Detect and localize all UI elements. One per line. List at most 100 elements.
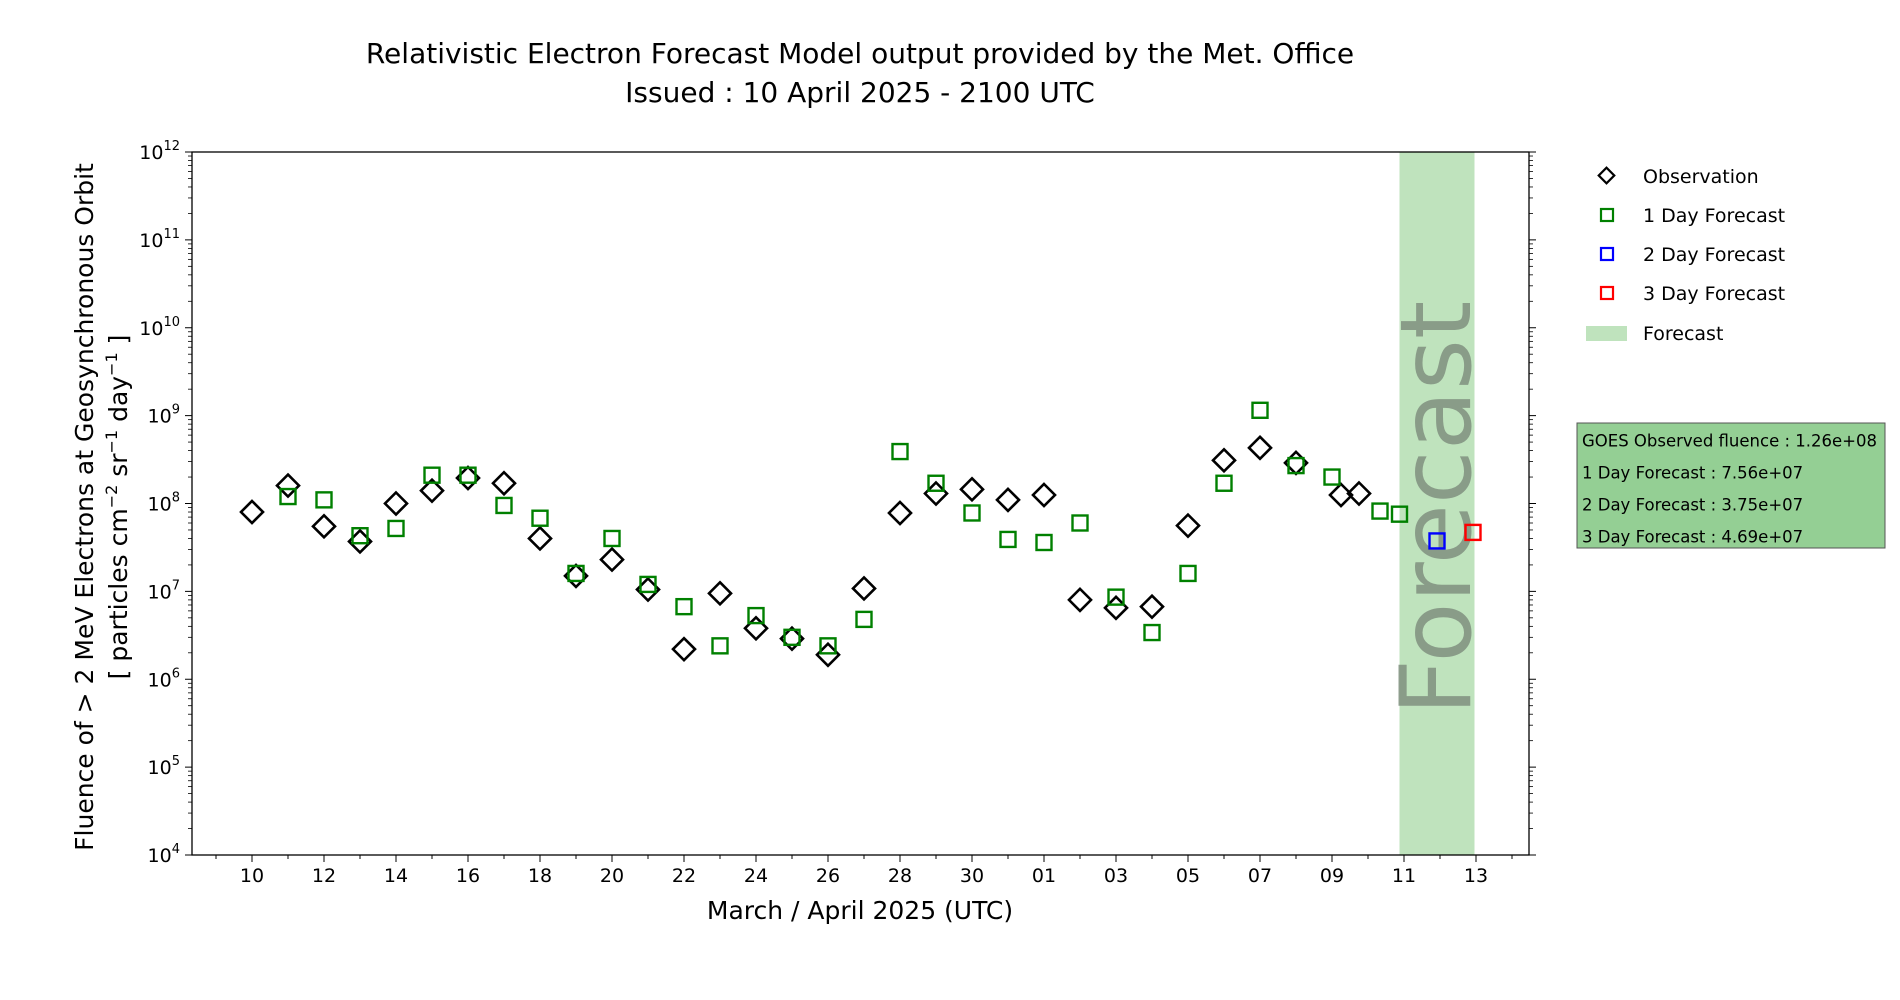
one-day-forecast-point — [387, 519, 405, 538]
one-day-forecast-point — [315, 491, 333, 509]
y-tick-label-exponent: 7 — [172, 578, 180, 593]
one-day-forecast-point — [423, 466, 441, 484]
one-day-forecast-point — [891, 442, 909, 461]
one-day-forecast-point — [711, 637, 729, 655]
y-label-part: sr — [104, 453, 133, 485]
observation-point — [1175, 512, 1201, 539]
x-tick-label: 10 — [240, 865, 264, 887]
three-day-forecast-point — [1464, 523, 1482, 542]
one-day-forecast-point — [1287, 456, 1305, 475]
y-tick-label: 108 — [148, 491, 180, 516]
data-markers — [239, 401, 1482, 668]
y-tick-label-exponent: 5 — [172, 754, 180, 769]
forecast-band-layer — [1399, 152, 1475, 855]
observation-point — [599, 546, 625, 573]
legend-label-2-day-forecast: 2 Day Forecast — [1643, 244, 1785, 266]
legend: Observation 1 Day Forecast 2 Day Forecas… — [1586, 166, 1785, 345]
observation-point — [1247, 434, 1273, 461]
legend-marker-observation — [1597, 166, 1616, 185]
y-tick-label: 106 — [148, 666, 180, 691]
y-tick-label-exponent: 8 — [172, 491, 180, 506]
observation-point — [707, 580, 733, 607]
y-axis-label: Fluence of > 2 MeV Electrons at Geosynch… — [70, 163, 133, 851]
y-tick-label-base: 10 — [139, 230, 163, 252]
y-tick-label-exponent: 6 — [172, 666, 180, 681]
observation-point — [1031, 482, 1057, 508]
legend-marker-2-day-forecast — [1599, 246, 1615, 262]
y-tick-label-base: 10 — [148, 581, 172, 603]
observation-point — [383, 490, 409, 517]
legend-label-observation: Observation — [1643, 166, 1759, 188]
x-tick-label: 28 — [888, 865, 912, 887]
y-tick-label-base: 10 — [148, 845, 172, 867]
one-day-forecast-point — [1035, 533, 1053, 552]
observation-point — [851, 575, 877, 602]
x-axis-ticks: 10 12 14 16 18 20 22 24 26 28 30 01 03 05 07 09 11 13 — [215, 855, 1513, 887]
one-day-forecast-point — [495, 496, 513, 515]
x-tick-label: 01 — [1032, 865, 1056, 887]
x-axis-label: March / April 2025 (UTC) — [707, 896, 1013, 925]
one-day-forecast-point — [603, 529, 621, 548]
one-day-forecast-point — [927, 474, 945, 492]
one-day-forecast-point — [819, 637, 837, 655]
one-day-forecast-point — [279, 487, 297, 506]
one-day-forecast-point — [1179, 564, 1197, 583]
observation-point — [1346, 480, 1372, 507]
x-tick-label: 03 — [1104, 865, 1128, 887]
info-2-day-forecast: 2 Day Forecast : 3.75e+07 — [1582, 496, 1803, 515]
x-tick-label: 20 — [600, 865, 624, 887]
observation-point — [959, 476, 985, 503]
one-day-forecast-point — [1371, 502, 1389, 520]
x-tick-label: 16 — [456, 865, 480, 887]
x-tick-label: 09 — [1320, 865, 1344, 887]
legend-item-2-day-forecast: 2 Day Forecast — [1599, 244, 1785, 266]
y-tick-label-exponent: 9 — [172, 403, 180, 418]
observation-point — [527, 525, 553, 552]
two-day-forecast-point — [1428, 532, 1446, 550]
y-axis-label-line1: Fluence of > 2 MeV Electrons at Geosynch… — [70, 163, 99, 851]
y-tick-label: 109 — [148, 403, 180, 428]
info-observed-fluence: GOES Observed fluence : 1.26e+08 — [1582, 432, 1877, 451]
y-label-exp: −1 — [102, 352, 121, 376]
fluence-info-box: GOES Observed fluence : 1.26e+08 1 Day F… — [1576, 422, 1886, 549]
observation-point — [491, 470, 517, 497]
one-day-forecast-point — [747, 606, 765, 625]
y-tick-label-base: 10 — [148, 406, 172, 428]
observation-point — [311, 513, 337, 540]
x-tick-label: 11 — [1392, 865, 1416, 887]
y-tick-label: 107 — [148, 578, 180, 603]
y-tick-label: 1011 — [139, 227, 180, 252]
one-day-forecast-point — [567, 564, 585, 583]
plot-frame — [191, 151, 1530, 856]
legend-item-forecast: Forecast — [1586, 323, 1723, 345]
y-tick-label-base: 10 — [139, 318, 163, 340]
observation-point — [1211, 447, 1237, 474]
x-tick-label: 22 — [672, 865, 696, 887]
x-tick-label: 24 — [744, 865, 768, 887]
info-1-day-forecast: 1 Day Forecast : 7.56e+07 — [1582, 464, 1803, 483]
y-tick-label-base: 10 — [139, 142, 163, 164]
forecast-band-label: Forecast — [1380, 301, 1494, 716]
y-tick-label-base: 10 — [148, 669, 172, 691]
one-day-forecast-point — [1071, 514, 1089, 532]
one-day-forecast-point — [1107, 588, 1125, 606]
x-tick-label: 12 — [312, 865, 336, 887]
one-day-forecast-point — [1215, 474, 1233, 492]
y-tick-label: 105 — [148, 754, 180, 779]
y-label-exp: −1 — [102, 430, 121, 454]
one-day-forecast-point — [999, 530, 1017, 549]
observation-point — [671, 636, 697, 662]
observation-point — [239, 499, 265, 525]
one-day-forecast-point — [855, 610, 873, 629]
one-day-forecast-point — [675, 597, 693, 616]
one-day-forecast-point — [351, 527, 369, 545]
legend-label-forecast: Forecast — [1643, 323, 1723, 345]
x-tick-label: 14 — [384, 865, 408, 887]
info-box-background — [1576, 422, 1886, 549]
observation-point — [887, 500, 913, 526]
one-day-forecast-point — [1390, 505, 1409, 523]
chart-subtitle: Issued : 10 April 2025 - 2100 UTC — [625, 76, 1095, 109]
observation-point — [743, 615, 769, 642]
y-tick-label-exponent: 10 — [163, 315, 180, 330]
